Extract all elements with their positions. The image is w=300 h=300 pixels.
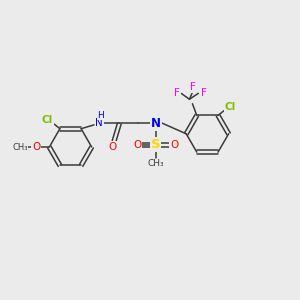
Text: O: O <box>109 142 117 152</box>
Text: N: N <box>95 118 103 128</box>
Text: O: O <box>134 140 142 150</box>
Text: H: H <box>98 111 104 120</box>
Text: O: O <box>170 140 178 150</box>
Text: CH₃: CH₃ <box>148 159 164 168</box>
Text: S: S <box>151 138 161 151</box>
Text: O: O <box>32 142 40 152</box>
Text: N: N <box>151 117 161 130</box>
Text: Cl: Cl <box>42 116 53 125</box>
Text: Cl: Cl <box>225 102 236 112</box>
Text: F: F <box>190 82 196 92</box>
Text: F: F <box>201 88 206 98</box>
Text: F: F <box>174 88 180 98</box>
Text: CH₃: CH₃ <box>12 142 28 152</box>
